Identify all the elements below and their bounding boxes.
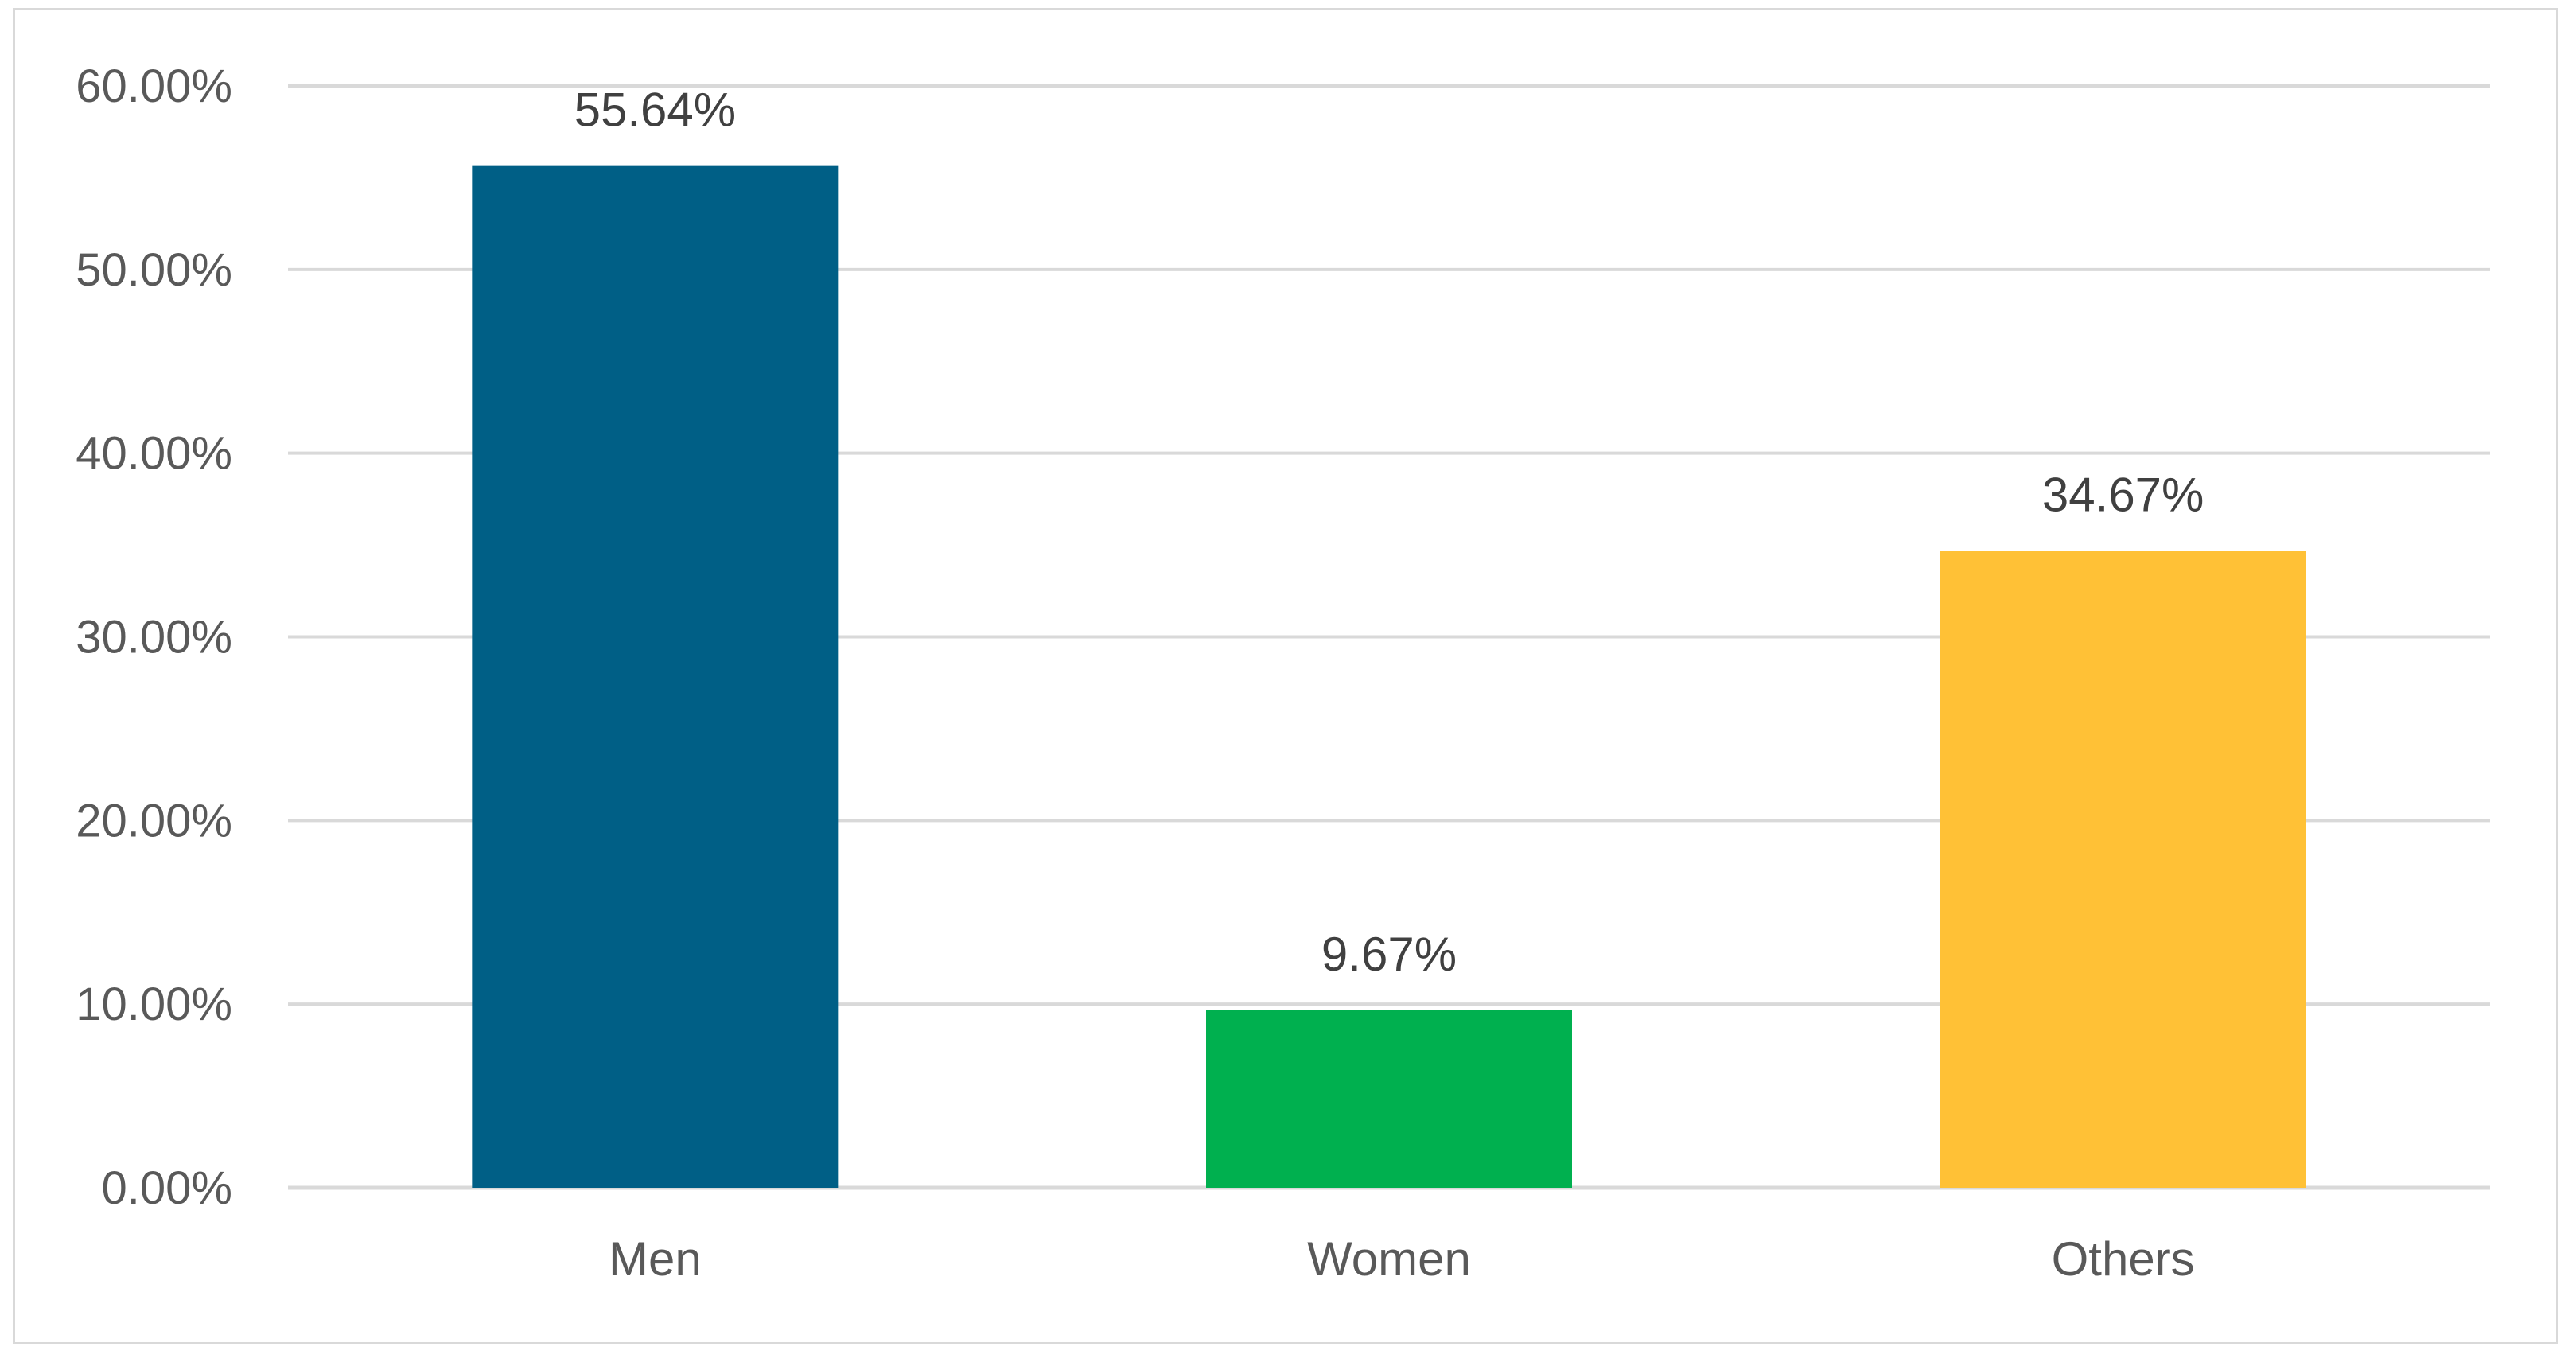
- x-category-label: Women: [1307, 1232, 1471, 1286]
- y-tick-label: 60.00%: [76, 60, 232, 112]
- data-label-men: 55.64%: [574, 84, 737, 137]
- bar-women: [1206, 1010, 1572, 1188]
- x-category-label: Men: [609, 1232, 702, 1286]
- x-category-label: Others: [2052, 1232, 2195, 1286]
- x-axis-category-labels: Men Women Others: [609, 1232, 2195, 1286]
- y-axis-tick-labels: 0.00% 10.00% 20.00% 30.00% 40.00% 50.00% 60.00…: [76, 60, 232, 1214]
- data-label-women: 9.67%: [1321, 928, 1457, 981]
- bars: [472, 165, 2306, 1189]
- y-tick-label: 10.00%: [76, 979, 232, 1030]
- data-label-others: 34.67%: [2042, 469, 2204, 522]
- y-tick-label: 20.00%: [76, 795, 232, 846]
- y-tick-label: 40.00%: [76, 428, 232, 480]
- y-tick-label: 50.00%: [76, 244, 232, 296]
- y-tick-label: 0.00%: [102, 1162, 232, 1214]
- bar-others: [1940, 551, 2306, 1188]
- data-labels: 55.64% 9.67% 34.67%: [574, 84, 2204, 981]
- bar-men: [472, 165, 839, 1189]
- y-tick-label: 30.00%: [76, 612, 232, 663]
